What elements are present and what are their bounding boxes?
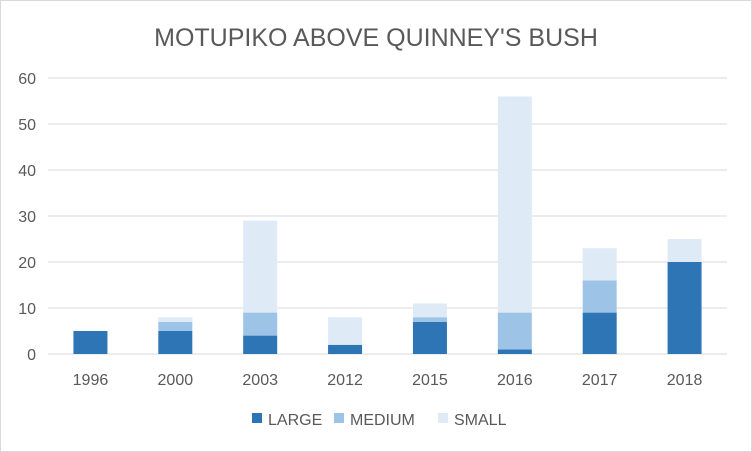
x-tick-label: 2016 [497, 372, 533, 389]
bar-segment-large [412, 321, 447, 354]
x-tick-label: 2000 [158, 372, 194, 389]
y-tick-label: 10 [18, 301, 36, 318]
bar-segment-medium [158, 321, 193, 331]
x-tick-label: 2012 [327, 372, 363, 389]
bar-segment-small [582, 248, 617, 281]
x-tick-label: 2015 [412, 372, 448, 389]
legend-label-small: SMALL [454, 412, 507, 429]
legend-swatch-medium [334, 413, 344, 423]
bar-segment-small [158, 317, 193, 322]
bar-segment-small [412, 303, 447, 318]
bar-segment-medium [243, 312, 278, 336]
legend-swatch-small [438, 413, 448, 423]
x-tick-label: 2018 [667, 372, 703, 389]
legend-swatch-large [252, 413, 262, 423]
y-tick-label: 60 [18, 71, 36, 88]
bar-segment-large [158, 331, 193, 354]
x-tick-label: 2017 [582, 372, 618, 389]
x-axis-ticks: 1996 2000 2003 2012 2015 2016 2017 2018 [73, 372, 703, 389]
chart-title: MOTUPIKO ABOVE QUINNEY'S BUSH [154, 24, 598, 52]
y-tick-label: 20 [18, 255, 36, 272]
bar-segment-small [243, 220, 278, 313]
y-tick-label: 50 [18, 117, 36, 134]
legend: LARGE MEDIUM SMALL [252, 412, 507, 429]
legend-label-large: LARGE [268, 412, 322, 429]
y-tick-label: 0 [27, 347, 36, 364]
bar-segment-medium [497, 312, 532, 350]
y-tick-label: 30 [18, 209, 36, 226]
bar-segment-large [497, 349, 532, 354]
bar-segment-medium [412, 317, 447, 322]
bar-segment-large [73, 331, 108, 354]
bar-segment-small [328, 317, 363, 345]
y-tick-label: 40 [18, 163, 36, 180]
x-tick-label: 2003 [242, 372, 278, 389]
x-tick-label: 1996 [73, 372, 109, 389]
bar-segment-small [497, 96, 532, 313]
bar-segment-large [582, 312, 617, 354]
legend-label-medium: MEDIUM [350, 412, 415, 429]
y-axis-ticks: 0 10 20 30 40 50 60 [18, 71, 36, 364]
bar-segment-large [667, 262, 702, 354]
gridlines [48, 77, 727, 355]
bars [73, 96, 702, 354]
bar-segment-medium [582, 280, 617, 313]
bar-segment-small [667, 239, 702, 262]
bar-segment-large [328, 344, 363, 354]
bar-segment-large [243, 335, 278, 354]
